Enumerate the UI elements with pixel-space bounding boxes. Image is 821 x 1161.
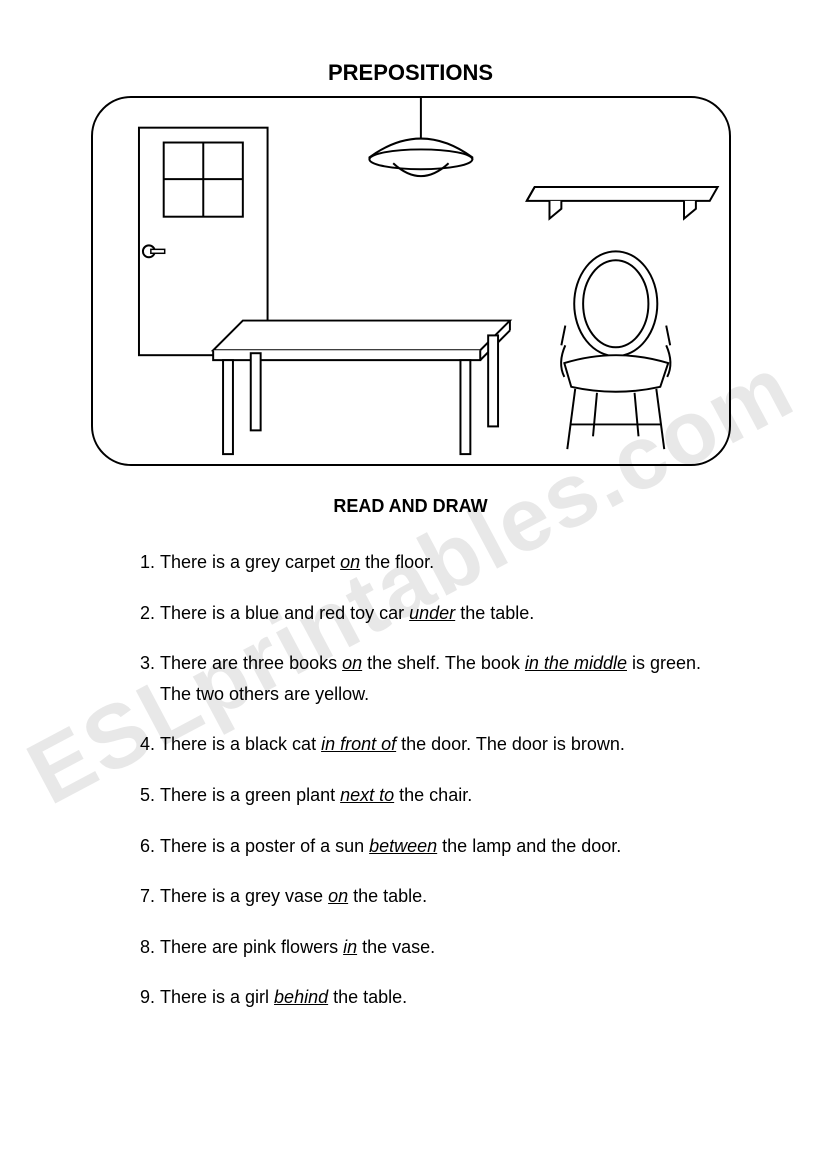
room-illustration xyxy=(91,96,731,466)
table-icon xyxy=(213,321,510,455)
sentence-item: There is a black cat in front of the doo… xyxy=(160,729,741,760)
sentence-item: There is a grey carpet on the floor. xyxy=(160,547,741,578)
room-svg xyxy=(93,98,729,464)
preposition-underline: in the middle xyxy=(525,653,627,673)
shelf-icon xyxy=(526,187,717,219)
lamp-icon xyxy=(369,98,472,176)
sentence-item: There is a grey vase on the table. xyxy=(160,881,741,912)
sentence-item: There are pink flowers in the vase. xyxy=(160,932,741,963)
sentence-item: There is a poster of a sun between the l… xyxy=(160,831,741,862)
preposition-underline: between xyxy=(369,836,437,856)
sentence-item: There is a girl behind the table. xyxy=(160,982,741,1013)
preposition-underline: on xyxy=(342,653,362,673)
section-subtitle: READ AND DRAW xyxy=(80,496,741,517)
sentence-list: There is a grey carpet on the floor. Ther… xyxy=(80,547,741,1013)
preposition-underline: under xyxy=(409,603,455,623)
preposition-underline: in front of xyxy=(321,734,396,754)
preposition-underline: next to xyxy=(340,785,394,805)
preposition-underline: on xyxy=(328,886,348,906)
preposition-underline: in xyxy=(343,937,357,957)
preposition-underline: behind xyxy=(274,987,328,1007)
chair-icon xyxy=(561,251,670,449)
preposition-underline: on xyxy=(340,552,360,572)
page-title: PREPOSITIONS xyxy=(80,60,741,86)
sentence-item: There is a blue and red toy car under th… xyxy=(160,598,741,629)
sentence-item: There are three books on the shelf. The … xyxy=(160,648,741,709)
sentence-item: There is a green plant next to the chair… xyxy=(160,780,741,811)
